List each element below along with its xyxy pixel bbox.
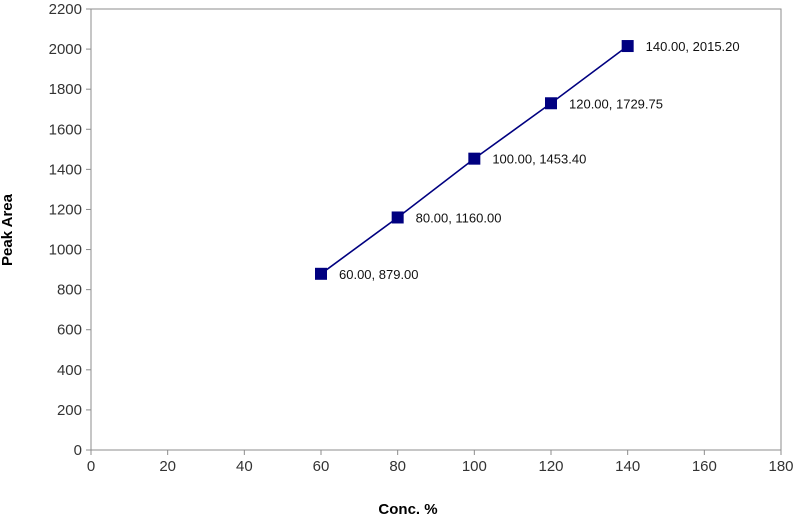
x-tick-label: 100 — [462, 458, 487, 475]
data-point-marker — [621, 40, 634, 53]
data-point-marker — [545, 97, 557, 110]
data-point-label: 140.00, 2015.20 — [646, 39, 740, 54]
y-tick-label: 200 — [57, 402, 82, 419]
x-tick-label: 180 — [768, 458, 793, 475]
y-axis-ticks: 0 200 400 600 800 1000 1200 1400 1600 1800 2000 220… — [49, 1, 91, 459]
x-tick-label: 0 — [87, 458, 95, 475]
y-tick-label: 600 — [57, 322, 82, 339]
plot-area — [90, 8, 782, 451]
data-point-label: 100.00, 1453.40 — [492, 152, 586, 167]
y-tick-label: 1200 — [49, 201, 82, 218]
x-tick-label: 40 — [236, 458, 253, 475]
x-tick-label: 80 — [389, 458, 406, 475]
x-tick-label: 160 — [692, 458, 717, 475]
data-point-marker — [468, 152, 481, 165]
x-axis-ticks: 0 20 40 60 80 100 120 140 160 180 — [87, 450, 794, 475]
y-tick-label: 1800 — [49, 81, 82, 98]
y-tick-label: 400 — [57, 362, 82, 379]
y-tick-label: 1600 — [49, 121, 82, 138]
y-tick-label: 800 — [57, 282, 82, 299]
data-labels: 60.00, 879.00 80.00, 1160.00 100.00, 1453.… — [339, 39, 740, 282]
data-point-label: 60.00, 879.00 — [339, 267, 419, 282]
data-point-label: 120.00, 1729.75 — [569, 96, 663, 111]
data-point-marker — [315, 267, 327, 280]
y-tick-label: 2000 — [49, 41, 82, 58]
series-layer — [315, 40, 634, 280]
y-tick-label: 1000 — [49, 242, 82, 259]
data-point-label: 80.00, 1160.00 — [416, 210, 502, 225]
x-tick-label: 20 — [159, 458, 176, 475]
x-axis-title: Conc. % — [378, 501, 437, 518]
x-tick-label: 60 — [313, 458, 330, 475]
y-tick-label: 1400 — [49, 161, 82, 178]
y-axis-title: Peak Area — [0, 193, 16, 266]
x-tick-label: 120 — [538, 458, 563, 475]
y-tick-label: 2200 — [49, 1, 82, 18]
x-tick-label: 140 — [615, 458, 640, 475]
data-point-marker — [391, 211, 404, 224]
y-tick-label: 0 — [74, 442, 82, 459]
